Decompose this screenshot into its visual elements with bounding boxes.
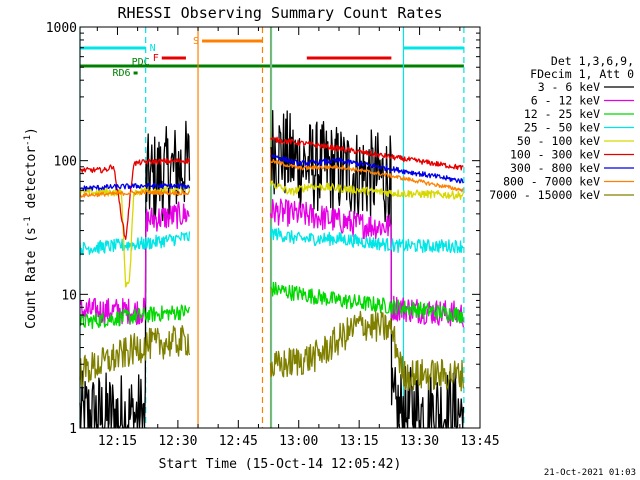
axes-layer: 12:15 12:30 12:45 13:00 13:15 13:30 13:45 1 10 10… bbox=[46, 21, 500, 449]
series-line-300-800-kev bbox=[79, 182, 191, 192]
series-line-100-300-kev bbox=[270, 136, 464, 171]
y-axis-label-superscript: -1 bbox=[23, 135, 33, 146]
legend-entry-label: 300 - 800 keV bbox=[510, 161, 600, 175]
y-axis-label-part: ) bbox=[24, 127, 39, 135]
series-line-7000-15000-kev bbox=[79, 324, 191, 387]
legend-entry-label: 6 - 12 keV bbox=[531, 94, 600, 108]
series-line-50-100-kev bbox=[269, 180, 464, 200]
legend-entry-label: 25 - 50 keV bbox=[524, 121, 600, 135]
chart-title: RHESSI Observing Summary Count Rates bbox=[117, 4, 442, 22]
x-tick-label: 13:30 bbox=[400, 434, 439, 449]
plot-frame bbox=[79, 26, 481, 429]
x-tick-label: 13:45 bbox=[460, 434, 499, 449]
legend-entry-label: 100 - 300 keV bbox=[510, 148, 600, 162]
x-tick-label: 12:45 bbox=[219, 434, 258, 449]
legend-entry-label: 50 - 100 keV bbox=[517, 134, 600, 148]
legend-entry-label: 800 - 7000 keV bbox=[503, 175, 600, 189]
series-line-12-25-kev bbox=[270, 281, 465, 324]
series-line-7000-15000-kev bbox=[269, 310, 465, 392]
series-line-800-7000-kev bbox=[269, 158, 464, 193]
y-axis-label: Count Rate (s-1 detector-1) bbox=[23, 127, 39, 329]
y-tick-label: 1000 bbox=[46, 21, 77, 36]
y-tick-label: 10 bbox=[61, 288, 77, 303]
legend-entry-label: 12 - 25 keV bbox=[524, 107, 600, 121]
y-axis-label-superscript: -1 bbox=[23, 216, 33, 227]
y-tick-label: 1 bbox=[69, 422, 77, 437]
flag-label-n: N bbox=[150, 43, 156, 54]
y-tick-label: 100 bbox=[54, 155, 77, 170]
x-axis-label: Start Time (15-Oct-14 12:05:42) bbox=[159, 457, 402, 472]
flag-label-pdc: PDC bbox=[132, 57, 150, 68]
series-line-300-800-kev bbox=[270, 154, 464, 184]
x-tick-label: 13:15 bbox=[340, 434, 379, 449]
x-tick-label: 12:30 bbox=[158, 434, 197, 449]
legend-header: FDecim 1, Att 0 bbox=[530, 67, 634, 81]
flag-label-s: S bbox=[193, 36, 199, 47]
flag-label-rd6: RD6 bbox=[113, 68, 131, 79]
series-line-25-50-kev bbox=[269, 225, 464, 254]
legend-header: Det 1,3,6,9, bbox=[551, 54, 634, 68]
x-tick-label: 12:15 bbox=[98, 434, 137, 449]
flag-label-f: F bbox=[153, 53, 159, 64]
series-line-6-12-kev bbox=[79, 201, 190, 325]
x-tick-label: 13:00 bbox=[279, 434, 318, 449]
series-line-100-300-kev bbox=[79, 157, 191, 240]
series-line-12-25-kev bbox=[79, 304, 191, 330]
series-layer bbox=[79, 109, 465, 429]
footer-timestamp: 21-Oct-2021 01:03 bbox=[544, 468, 636, 478]
series-line-3-6-kev bbox=[270, 109, 465, 429]
y-axis-label-part: Count Rate (s bbox=[24, 227, 39, 329]
legend-entry-label: 7000 - 15000 keV bbox=[489, 188, 600, 202]
y-axis-label-part: detector bbox=[24, 146, 39, 217]
series-line-25-50-kev bbox=[79, 231, 191, 256]
series-line-800-7000-kev bbox=[79, 189, 190, 198]
legend-entry-label: 3 - 6 keV bbox=[538, 80, 600, 94]
